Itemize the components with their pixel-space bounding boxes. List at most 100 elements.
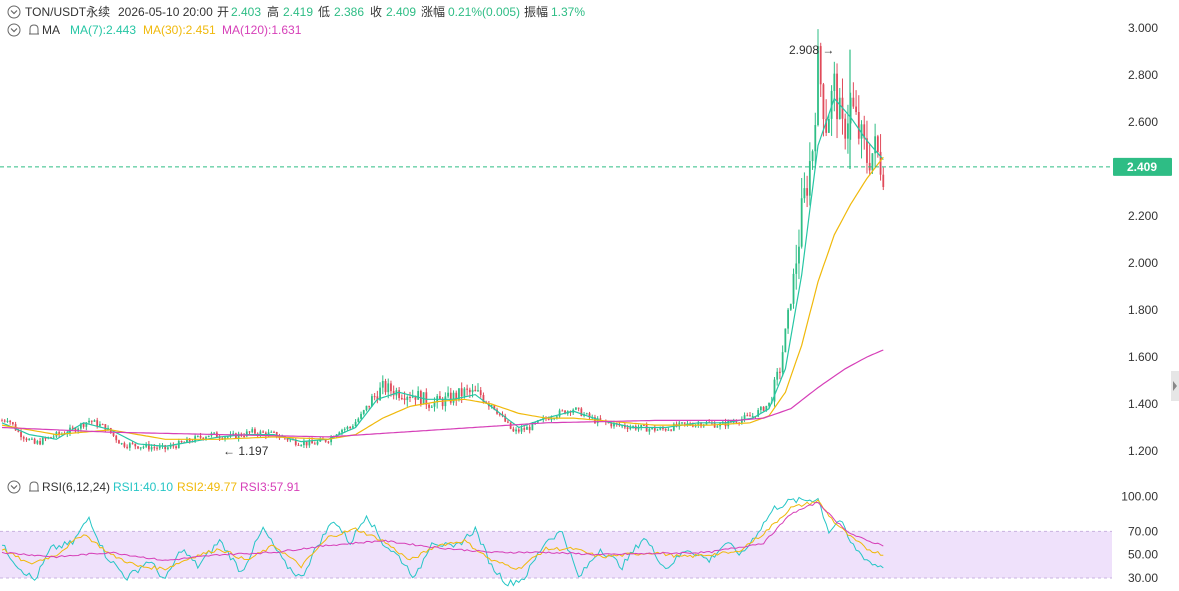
close-value: 2.409: [386, 5, 416, 19]
rsi-lines: [1, 496, 884, 587]
symbol-label[interactable]: TON/USDT永续: [25, 5, 110, 19]
candle-body: [120, 443, 123, 445]
candle-body: [196, 435, 199, 437]
candle-body: [855, 106, 857, 113]
candle-body: [180, 441, 183, 443]
low-label: 低: [318, 5, 330, 19]
candle-body: [218, 437, 221, 439]
candle-body: [482, 395, 485, 402]
candle-body: [471, 389, 474, 393]
candle-body: [504, 415, 507, 422]
candle-body: [814, 125, 817, 152]
candle-body: [398, 390, 401, 399]
candle-body: [341, 429, 343, 433]
candle-body: [531, 422, 534, 431]
candle-body: [833, 73, 836, 91]
candle-body: [224, 437, 226, 440]
price-tick-label: 1.400: [1128, 397, 1158, 411]
candle-body: [798, 246, 800, 264]
candle-body: [672, 423, 675, 431]
svg-text:RSI(6,12,24) RSI1:40.10: RSI(6,12,24) RSI1:40.10 RSI2:49.77 RSI3:…: [42, 480, 300, 494]
candle-body: [158, 446, 161, 449]
candle-body: [452, 392, 455, 403]
ma30-legend: MA(30):2.451: [143, 23, 216, 37]
candle-body: [308, 440, 311, 446]
candle-body: [498, 413, 501, 415]
candle-body: [792, 273, 795, 304]
collapse-chevron-icon[interactable]: [7, 480, 21, 494]
candle-body: [588, 413, 591, 418]
candle-body: [164, 445, 167, 450]
bell-icon[interactable]: [29, 24, 39, 35]
candle-body: [838, 97, 841, 120]
candle-body: [101, 424, 104, 426]
candle-body: [849, 97, 852, 124]
candle-body: [626, 427, 629, 429]
bell-icon[interactable]: [29, 481, 39, 492]
candle-body: [128, 443, 131, 448]
candle-body: [245, 431, 248, 437]
ma-indicator-label[interactable]: MA: [42, 23, 60, 37]
collapse-chevron-icon[interactable]: [7, 23, 21, 37]
rsi-indicator-label[interactable]: RSI(6,12,24): [42, 480, 110, 494]
candle-body: [681, 422, 683, 424]
ma120-line: [1, 349, 884, 438]
change-value: 0.21%(0.005): [448, 5, 520, 19]
candle-body: [610, 422, 613, 427]
ma-legend: MA MA(7):2.443 MA(30):2.451 MA(120):1.63…: [7, 23, 302, 37]
rsi-legend: RSI(6,12,24) RSI1:40.10 RSI2:49.77 RSI3:…: [7, 480, 300, 494]
candle-body: [507, 421, 509, 423]
candle-body: [463, 388, 466, 397]
candle-body: [749, 415, 751, 417]
low-value: 2.386: [334, 5, 364, 19]
candle-body: [667, 429, 670, 431]
candle-body: [670, 429, 673, 431]
rsi2-legend: RSI2:49.77: [177, 480, 237, 494]
rsi3-line: [1, 501, 884, 561]
rsi-overbought-oversold-band: [0, 531, 1112, 578]
candle-body: [526, 426, 528, 430]
candle-body: [716, 426, 719, 428]
panel-expand-handle[interactable]: [1171, 371, 1179, 401]
collapse-chevron-icon[interactable]: [7, 5, 21, 19]
current-price-tag: 2.409: [1127, 160, 1157, 174]
price-tick-label: 2.000: [1128, 256, 1158, 270]
candle-body: [226, 436, 229, 438]
candle-body: [428, 404, 430, 408]
candle-body: [653, 427, 656, 431]
candle-body: [327, 441, 330, 443]
candle-body: [871, 153, 874, 171]
ma7-legend: MA(7):2.443: [70, 23, 136, 37]
candle-body: [213, 432, 216, 434]
ma30-line: [1, 156, 884, 440]
candle-body: [751, 416, 754, 418]
candle-body: [433, 402, 436, 407]
candle-body: [232, 433, 235, 435]
candle-body: [746, 415, 749, 417]
high-label: 高: [267, 4, 279, 19]
candle-body: [376, 396, 379, 401]
candle-body: [44, 437, 47, 439]
candle-body: [286, 438, 289, 441]
candle-body: [561, 410, 564, 412]
candle-body: [808, 161, 811, 196]
candle-body: [311, 440, 313, 444]
candle-body: [806, 188, 809, 196]
candle-body: [251, 429, 254, 433]
ohlc-header: TON/USDT永续 2026-05-10 20:00 开 2.403 高 2.…: [7, 4, 585, 19]
candle-body: [697, 423, 700, 425]
candle-body: [371, 396, 373, 407]
candle-body: [28, 438, 31, 441]
candle-body: [414, 395, 417, 400]
candle-body: [243, 436, 245, 438]
candle-body: [373, 396, 376, 398]
datetime-label: 2026-05-10 20:00: [118, 5, 213, 19]
candle-body: [346, 426, 349, 429]
candle-body: [362, 410, 365, 414]
candle-body: [757, 410, 760, 417]
candle-body: [88, 420, 90, 423]
rsi1-legend: RSI1:40.10: [113, 480, 173, 494]
candle-body: [773, 379, 776, 402]
candle-body: [294, 439, 297, 445]
candle-body: [844, 118, 847, 139]
